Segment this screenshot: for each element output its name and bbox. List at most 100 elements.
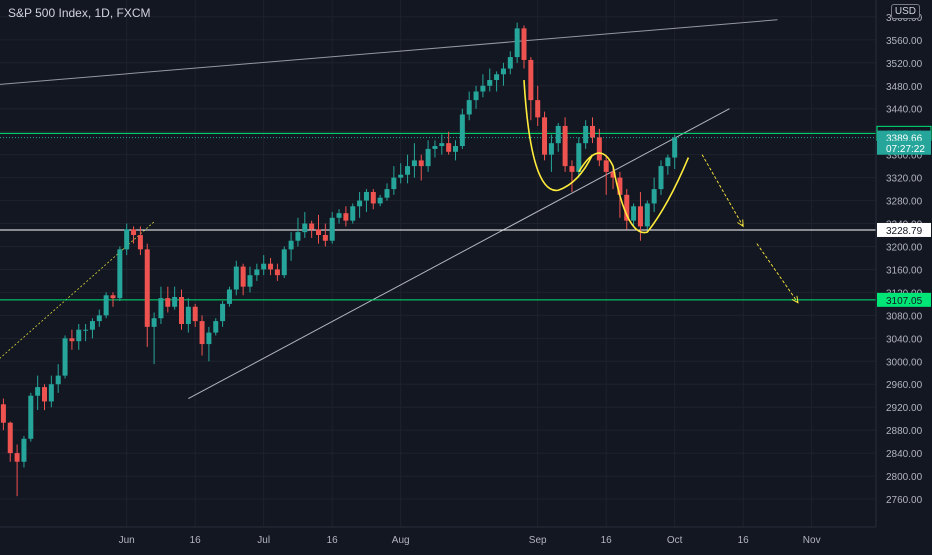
candle-body[interactable] — [596, 137, 602, 161]
candle-body[interactable] — [226, 289, 232, 304]
candle-body[interactable] — [247, 275, 253, 287]
candle-body[interactable] — [542, 117, 548, 155]
candle-body[interactable] — [137, 235, 143, 250]
candle-body[interactable] — [610, 171, 616, 178]
candle-body[interactable] — [562, 125, 568, 167]
candle-body[interactable] — [466, 100, 472, 115]
arrow-down-1[interactable] — [701, 154, 744, 227]
trendline-yellow-dotted[interactable] — [0, 221, 155, 361]
candle-body[interactable] — [521, 28, 527, 60]
candle-body[interactable] — [583, 125, 589, 144]
candle-body[interactable] — [617, 177, 623, 195]
candle-body[interactable] — [405, 166, 411, 175]
candle-body[interactable] — [644, 203, 650, 227]
candle-body[interactable] — [220, 303, 226, 322]
candle-body[interactable] — [76, 329, 82, 342]
candle-body[interactable] — [494, 74, 500, 81]
candle-body[interactable] — [535, 100, 541, 118]
candle-body[interactable] — [48, 384, 54, 402]
candle-body[interactable] — [555, 125, 561, 144]
candle-body[interactable] — [528, 59, 534, 101]
candle-body[interactable] — [370, 191, 376, 204]
candle-body[interactable] — [514, 28, 520, 58]
candle-body[interactable] — [117, 249, 123, 299]
candle-body[interactable] — [110, 295, 116, 299]
yellow-pattern-curve[interactable] — [523, 79, 594, 192]
candle-body[interactable] — [672, 137, 678, 158]
price-label-box[interactable] — [877, 292, 931, 307]
candle-body[interactable] — [28, 395, 34, 439]
candle-body[interactable] — [590, 125, 595, 138]
candle-body[interactable] — [254, 269, 260, 276]
candle-body[interactable] — [384, 189, 390, 198]
candle-body[interactable] — [507, 57, 513, 69]
candle-body[interactable] — [144, 249, 150, 327]
arrow-down-2[interactable] — [756, 243, 799, 303]
candle-body[interactable] — [158, 298, 164, 319]
candle-body[interactable] — [651, 189, 657, 204]
price-axis[interactable] — [876, 0, 932, 550]
candle-body[interactable] — [446, 143, 452, 152]
candle-body[interactable] — [377, 197, 383, 204]
candle-body[interactable] — [576, 143, 582, 172]
candle-body[interactable] — [309, 223, 315, 230]
candle-body[interactable] — [658, 166, 664, 190]
candle-body[interactable] — [631, 206, 637, 221]
candle-body[interactable] — [398, 174, 404, 178]
candle-body[interactable] — [322, 235, 328, 241]
candle-body[interactable] — [336, 213, 342, 218]
candle-body[interactable] — [151, 318, 157, 327]
candle-body[interactable] — [439, 143, 445, 147]
candle-body[interactable] — [500, 68, 506, 75]
candle-body[interactable] — [69, 338, 75, 342]
candle-body[interactable] — [199, 321, 205, 345]
candle-body[interactable] — [316, 229, 321, 236]
candle-body[interactable] — [453, 146, 458, 152]
yellow-pattern-curve[interactable] — [578, 152, 690, 234]
candle-body[interactable] — [165, 298, 171, 307]
candle-body[interactable] — [425, 148, 431, 167]
candle-body[interactable] — [89, 321, 95, 330]
candle-body[interactable] — [459, 114, 465, 147]
candle-body[interactable] — [42, 387, 47, 402]
candle-body[interactable] — [62, 338, 68, 376]
candle-body[interactable] — [35, 387, 41, 396]
candle-body[interactable] — [487, 80, 493, 86]
candle-body[interactable] — [261, 263, 267, 270]
candle-body[interactable] — [281, 249, 287, 276]
candle-body[interactable] — [14, 453, 20, 462]
candle-body[interactable] — [206, 332, 212, 345]
candle-body[interactable] — [274, 269, 280, 276]
candle-body[interactable] — [569, 166, 575, 172]
candle-body[interactable] — [418, 160, 424, 167]
currency-badge[interactable]: USD — [890, 4, 920, 19]
candle-body[interactable] — [268, 263, 274, 270]
candle-body[interactable] — [350, 206, 356, 221]
candle-body[interactable] — [124, 229, 130, 250]
candle-body[interactable] — [185, 306, 191, 324]
candle-body[interactable] — [172, 296, 178, 307]
candle-body[interactable] — [637, 206, 643, 227]
candle-body[interactable] — [233, 266, 239, 290]
candle-body[interactable] — [55, 375, 61, 385]
candle-body[interactable] — [411, 160, 417, 167]
candle-body[interactable] — [363, 191, 369, 201]
candle-body[interactable] — [343, 213, 349, 221]
candle-body[interactable] — [83, 329, 89, 331]
price-label-box[interactable] — [877, 222, 931, 237]
candle-body[interactable] — [131, 229, 137, 236]
candle-body[interactable] — [213, 321, 219, 333]
candle-body[interactable] — [21, 438, 27, 462]
candle-body[interactable] — [624, 194, 630, 221]
candle-body[interactable] — [179, 296, 184, 324]
candle-body[interactable] — [603, 160, 609, 172]
candle-body[interactable] — [548, 143, 554, 155]
candle-body[interactable] — [240, 266, 246, 287]
candle-body[interactable] — [192, 306, 198, 322]
time-axis[interactable] — [0, 527, 932, 550]
candle-body[interactable] — [665, 157, 671, 167]
candle-body[interactable] — [329, 217, 335, 241]
candle-body[interactable] — [288, 240, 294, 250]
